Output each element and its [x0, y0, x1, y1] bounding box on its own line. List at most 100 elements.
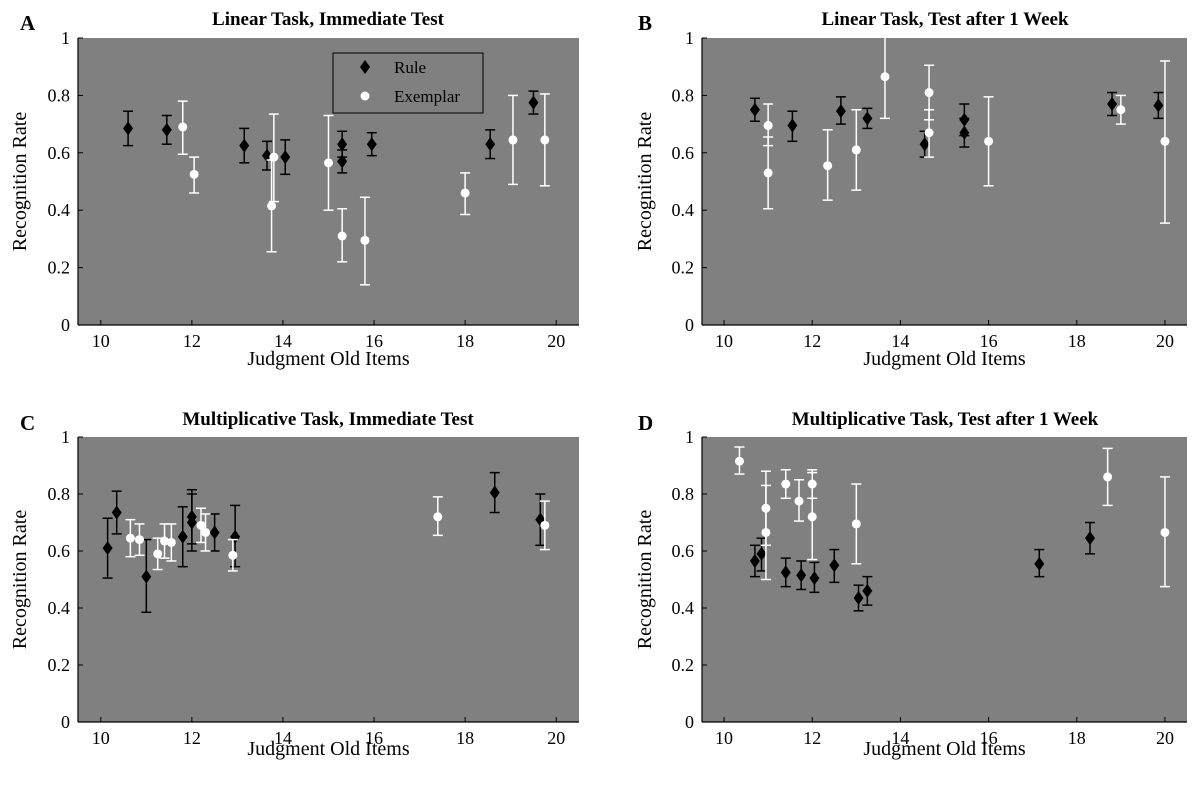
- chart-title: Multiplicative Task, Test after 1 Week: [792, 409, 1099, 430]
- exemplar-point: [734, 446, 745, 475]
- rule-marker: [829, 558, 840, 573]
- rule-point: [959, 117, 970, 148]
- x-tick-label: 10: [715, 331, 733, 351]
- y-tick-label: 0.6: [48, 143, 71, 163]
- exemplar-marker: [807, 512, 817, 522]
- rule-point: [366, 131, 377, 157]
- exemplar-marker: [1116, 105, 1126, 115]
- exemplar-marker: [924, 128, 934, 138]
- exemplar-point: [359, 196, 370, 286]
- y-axis-label: Recognition Rate: [9, 510, 31, 650]
- x-axis-label: Judgment Old Items: [247, 348, 409, 370]
- y-axis-label: Recognition Rate: [634, 112, 656, 252]
- panel-a: 0 0.2 0.4 0.6 0.8 1 10 12 14 16 18 20 Linear Task, I…: [9, 9, 579, 370]
- exemplar-marker: [794, 496, 804, 506]
- rule-marker: [959, 125, 970, 140]
- panel-letter: D: [638, 411, 653, 435]
- x-tick-label: 14: [891, 728, 909, 748]
- exemplar-marker: [153, 549, 163, 559]
- data-layer: [734, 446, 1170, 612]
- exemplar-point: [134, 523, 145, 557]
- rule-point: [796, 560, 807, 591]
- panel-letter: B: [638, 11, 652, 35]
- y-tick-label: 0.2: [672, 655, 695, 675]
- panel-letter: A: [20, 11, 36, 35]
- exemplar-point: [851, 483, 862, 565]
- exemplar-marker: [228, 550, 238, 560]
- x-tick-label: 10: [715, 728, 733, 748]
- exemplar-marker: [851, 519, 861, 529]
- rule-marker: [337, 154, 348, 169]
- y-tick-label: 0.8: [672, 85, 695, 105]
- chart-title: Linear Task, Test after 1 Week: [821, 9, 1068, 30]
- rule-marker: [1085, 531, 1095, 546]
- x-tick-label: 14: [891, 331, 909, 351]
- rule-marker: [337, 137, 348, 152]
- rule-point: [829, 548, 840, 584]
- y-tick-label: 0.8: [48, 85, 71, 105]
- exemplar-marker: [189, 169, 199, 179]
- exemplar-marker: [433, 512, 443, 522]
- rule-point: [489, 471, 500, 514]
- series-exemplar: [177, 93, 550, 286]
- exemplar-marker: [1160, 527, 1170, 537]
- y-tick-label: 0.6: [672, 143, 695, 163]
- plot-area: [78, 437, 579, 722]
- x-axis-label: Judgment Old Items: [863, 348, 1025, 370]
- exemplar-marker: [734, 456, 744, 466]
- y-tick-label: 1: [685, 427, 694, 447]
- exemplar-marker: [166, 537, 176, 547]
- x-tick-label: 18: [456, 728, 474, 748]
- y-tick-label: 1: [61, 28, 70, 48]
- series-exemplar: [763, 34, 1170, 224]
- rule-point: [749, 97, 760, 122]
- x-tick-label: 14: [274, 331, 292, 351]
- exemplar-point: [1159, 476, 1170, 588]
- exemplar-marker: [763, 168, 773, 178]
- legend: Rule Exemplar: [332, 52, 484, 114]
- exemplar-point: [159, 523, 170, 559]
- exemplar-marker: [134, 535, 144, 545]
- rule-marker: [528, 95, 539, 110]
- rule-marker: [366, 137, 377, 152]
- rule-marker: [835, 104, 846, 119]
- y-tick-label: 0.4: [672, 200, 695, 220]
- chart-title: Multiplicative Task, Immediate Test: [182, 409, 474, 430]
- rule-point: [835, 96, 846, 125]
- y-tick-label: 0.6: [48, 541, 71, 561]
- x-tick-label: 16: [980, 331, 998, 351]
- exemplar-point: [879, 34, 890, 120]
- x-tick-label: 12: [183, 331, 201, 351]
- rule-point: [862, 107, 873, 130]
- y-tick-label: 0.8: [672, 484, 695, 504]
- x-tick-label: 12: [183, 728, 201, 748]
- exemplar-point: [432, 496, 443, 537]
- series-rule: [123, 90, 539, 176]
- rule-point: [111, 490, 122, 535]
- rule-point: [186, 493, 197, 552]
- rule-point: [862, 575, 873, 606]
- x-tick-label: 12: [803, 728, 821, 748]
- panel-c: 0 0.2 0.4 0.6 0.8 1 10 12 14 16 18 20 Multiplicative…: [9, 409, 579, 760]
- exemplar-marker: [267, 201, 277, 211]
- x-tick-label: 20: [1156, 331, 1174, 351]
- rule-point: [239, 127, 250, 164]
- rule-marker: [749, 553, 760, 568]
- rule-point: [853, 584, 864, 612]
- exemplar-marker: [540, 135, 550, 145]
- legend-rule-marker: [360, 60, 370, 74]
- chart-title: Linear Task, Immediate Test: [212, 9, 445, 30]
- x-tick-label: 20: [1156, 728, 1174, 748]
- series-exemplar: [125, 496, 550, 572]
- legend-box: [332, 52, 484, 114]
- exemplar-marker: [196, 520, 206, 530]
- x-tick-label: 18: [456, 331, 474, 351]
- rule-marker: [485, 137, 496, 152]
- exemplar-point: [200, 513, 211, 552]
- rule-marker: [862, 111, 873, 126]
- y-tick-label: 0.2: [672, 258, 695, 278]
- rule-marker: [161, 122, 172, 137]
- y-tick-label: 0: [61, 315, 70, 335]
- rule-marker: [1034, 556, 1045, 571]
- rule-marker: [1107, 97, 1118, 112]
